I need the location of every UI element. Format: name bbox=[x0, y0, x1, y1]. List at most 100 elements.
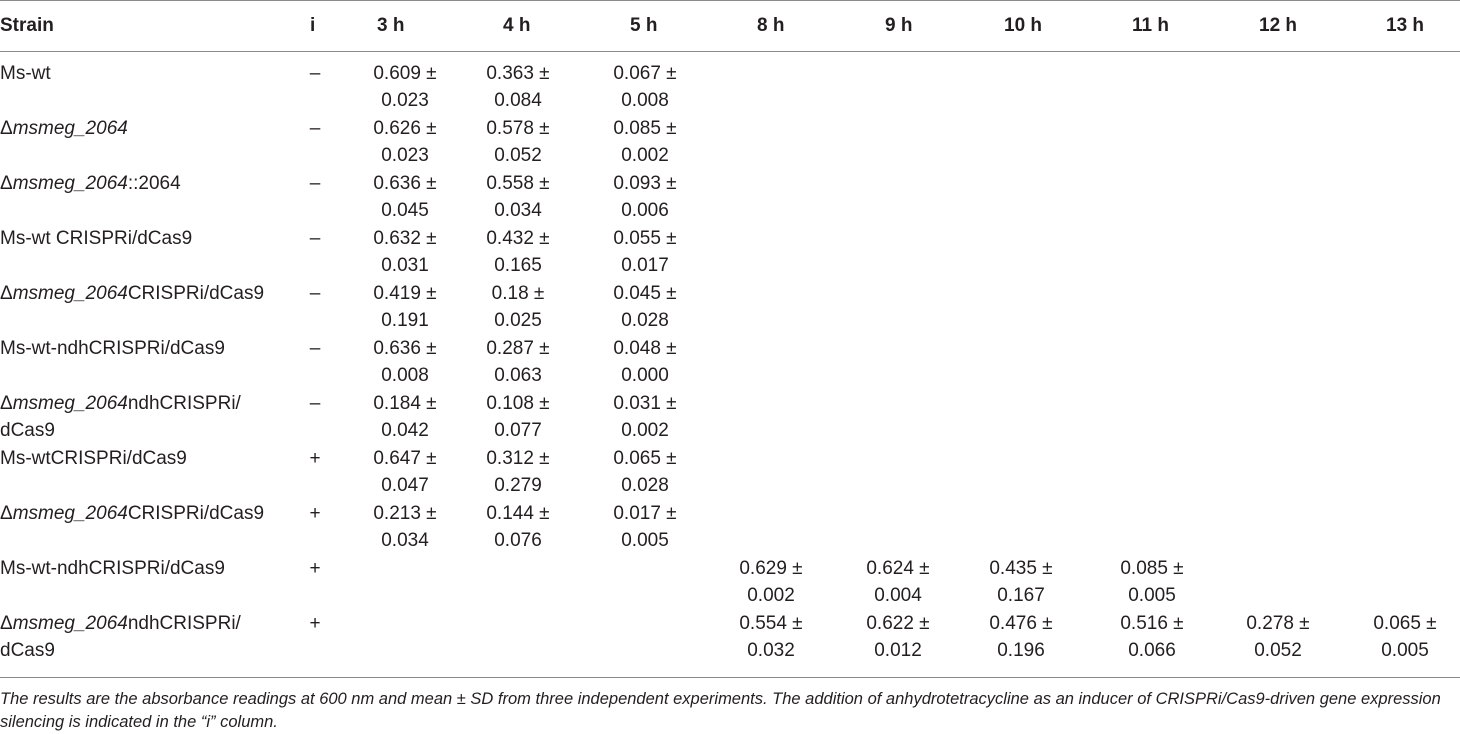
strain-prefix: Δ bbox=[0, 613, 13, 634]
value-cell bbox=[1102, 60, 1202, 87]
sd-value: 0.002 bbox=[747, 585, 795, 606]
value-cell: 0.636 ± 0.045 bbox=[355, 170, 455, 224]
value-cell: 0.278 ± 0.052 bbox=[1228, 610, 1328, 664]
value-cell: 0.213 ± 0.034 bbox=[355, 500, 455, 554]
value-cell bbox=[1355, 225, 1455, 252]
inducer-flag: – bbox=[309, 173, 321, 194]
value-cell bbox=[1355, 500, 1455, 527]
value-cell bbox=[1228, 390, 1328, 417]
sd-value: 0.279 bbox=[494, 475, 542, 496]
value-cell bbox=[1355, 555, 1455, 582]
value-cell bbox=[355, 555, 455, 582]
strain-gene-italic: msmeg_2064 bbox=[12, 173, 128, 194]
value-cell: 0.622 ± 0.012 bbox=[848, 610, 948, 664]
table-row: Δmsmeg_2064CRISPRi/dCas9 +0.213 ± 0.034 0.1… bbox=[0, 494, 1460, 551]
mean-value: 0.636 ± bbox=[373, 338, 437, 359]
value-cell: 0.419 ± 0.191 bbox=[355, 280, 455, 334]
value-cell bbox=[1355, 170, 1455, 197]
table-row: Δmsmeg_2064–0.626 ±0.023 0.578 ±0.052 0.08… bbox=[0, 109, 1460, 166]
value-cell: 0.516 ± 0.066 bbox=[1102, 610, 1202, 664]
value-cell bbox=[721, 500, 821, 527]
value-cell: 0.435 ± 0.167 bbox=[971, 555, 1071, 609]
sd-value: 0.031 bbox=[381, 255, 429, 276]
value-cell bbox=[1228, 335, 1328, 362]
value-cell bbox=[848, 500, 948, 527]
value-cell bbox=[848, 280, 948, 307]
mean-value: 0.065 ± bbox=[613, 448, 677, 469]
mean-value: 0.629 ± bbox=[739, 558, 803, 579]
sd-value: 0.042 bbox=[381, 420, 429, 441]
value-cell bbox=[1228, 500, 1328, 527]
value-cell bbox=[721, 170, 821, 197]
inducer-flag: + bbox=[309, 613, 321, 634]
mean-value: 0.632 ± bbox=[373, 228, 437, 249]
value-cell: 0.312 ± 0.279 bbox=[468, 445, 568, 499]
strain-name: Δmsmeg_2064ndhCRISPRi/dCas9 bbox=[0, 610, 300, 664]
table-row: Δmsmeg_2064ndhCRISPRi/dCas9–0.184 ±0.042… bbox=[0, 384, 1460, 441]
header-4h: 4 h bbox=[503, 15, 531, 36]
strain-prefix: Δ bbox=[0, 283, 13, 304]
sd-value: 0.191 bbox=[381, 310, 429, 331]
value-cell: 0.108 ± 0.077 bbox=[468, 390, 568, 444]
value-cell bbox=[721, 225, 821, 252]
value-cell: 0.476 ± 0.196 bbox=[971, 610, 1071, 664]
strain-suffix: CRISPRi/dCas9 bbox=[127, 503, 265, 524]
sd-value: 0.034 bbox=[494, 200, 542, 221]
value-cell: 0.626 ± 0.023 bbox=[355, 115, 455, 169]
table-row: Ms-wt-ndhCRISPRi/dCas9 +0.629 ± 0.002 0.624… bbox=[0, 549, 1460, 606]
header-10h: 10 h bbox=[1004, 15, 1043, 36]
header-inducer: i bbox=[310, 15, 316, 36]
header-3h: 3 h bbox=[377, 15, 405, 36]
value-cell bbox=[971, 390, 1071, 417]
sd-value: 0.025 bbox=[494, 310, 542, 331]
mean-value: 0.065 ± bbox=[1373, 613, 1437, 634]
value-cell bbox=[468, 555, 568, 582]
inducer-flag: + bbox=[309, 558, 321, 579]
value-cell bbox=[1102, 335, 1202, 362]
value-cell bbox=[721, 390, 821, 417]
value-cell bbox=[1355, 445, 1455, 472]
value-cell bbox=[1228, 170, 1328, 197]
strain-prefix: Ms-wtCRISPRi/dCas9 bbox=[0, 448, 187, 469]
value-cell bbox=[971, 335, 1071, 362]
mean-value: 0.287 ± bbox=[486, 338, 550, 359]
table-row: Ms-wt CRISPRi/dCas9–0.632 ±0.031 0.432 ±0… bbox=[0, 219, 1460, 276]
strain-gene-italic: msmeg_2064 bbox=[12, 613, 128, 634]
header-strain: Strain bbox=[0, 15, 54, 36]
value-cell: 0.065 ± 0.028 bbox=[595, 445, 695, 499]
strain-prefix: Ms-wt bbox=[0, 63, 51, 84]
value-cell bbox=[1228, 225, 1328, 252]
table-row: Ms-wt-ndhCRISPRi/dCas9 – 0.636 ± 0.008 0.287… bbox=[0, 329, 1460, 386]
value-cell bbox=[595, 555, 695, 582]
sd-value: 0.047 bbox=[381, 475, 429, 496]
value-cell: 0.017 ± 0.005 bbox=[595, 500, 695, 554]
sd-value: 0.002 bbox=[621, 145, 669, 166]
sd-value: 0.076 bbox=[494, 530, 542, 551]
value-cell: 0.067 ± 0.008 bbox=[595, 60, 695, 114]
mean-value: 0.516 ± bbox=[1120, 613, 1184, 634]
mean-value: 0.048 ± bbox=[613, 338, 677, 359]
value-cell: 0.085 ± 0.005 bbox=[1102, 555, 1202, 609]
sd-value: 0.005 bbox=[1381, 640, 1429, 661]
mean-value: 0.045 ± bbox=[613, 283, 677, 304]
value-cell: 0.18 ± 0.025 bbox=[468, 280, 568, 334]
strain-prefix: Δ bbox=[0, 503, 13, 524]
value-cell: 0.624 ± 0.004 bbox=[848, 555, 948, 609]
value-cell bbox=[721, 335, 821, 362]
value-cell: 0.636 ± 0.008 bbox=[355, 335, 455, 389]
value-cell bbox=[595, 610, 695, 637]
value-cell: 0.632 ± 0.031 bbox=[355, 225, 455, 279]
header-row: Strain i 3 h 4 h 5 h 8 h 9 h 10 h 11 h 1… bbox=[0, 0, 1460, 52]
sd-value: 0.004 bbox=[874, 585, 922, 606]
value-cell: 0.045 ± 0.028 bbox=[595, 280, 695, 334]
value-cell: 0.184 ± 0.042 bbox=[355, 390, 455, 444]
strain-name: Ms-wt bbox=[0, 60, 300, 87]
value-cell bbox=[848, 390, 948, 417]
mean-value: 0.213 ± bbox=[373, 503, 437, 524]
strain-suffix: ndhCRISPRi/ bbox=[127, 613, 241, 634]
mean-value: 0.093 ± bbox=[613, 173, 677, 194]
strain-name: Ms-wt-ndhCRISPRi/dCas9 bbox=[0, 335, 300, 362]
inducer-flag: + bbox=[309, 503, 321, 524]
inducer-flag: – bbox=[309, 228, 321, 249]
value-cell: 0.093 ± 0.006 bbox=[595, 170, 695, 224]
